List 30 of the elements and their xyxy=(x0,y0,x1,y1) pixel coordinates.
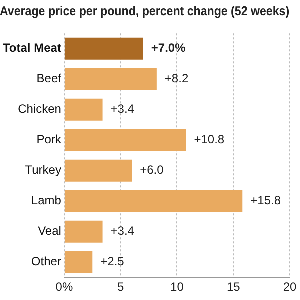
data-label: +6.0 xyxy=(140,163,164,178)
y-tick-label: Chicken xyxy=(18,102,62,116)
data-label: +3.4 xyxy=(110,102,135,116)
data-label: +2.5 xyxy=(100,254,125,269)
chart-title: Average price per pound, percent change (52 weeks) xyxy=(0,4,290,19)
y-tick-label: Lamb xyxy=(31,194,62,208)
data-label: +8.2 xyxy=(164,72,189,86)
x-tick-label: 0% xyxy=(56,280,74,294)
bar xyxy=(64,98,103,121)
bar xyxy=(64,129,186,152)
data-label: +3.4 xyxy=(110,224,135,238)
x-tick-label: 15 xyxy=(226,280,241,294)
x-tick-label: 10 xyxy=(170,280,184,294)
bar xyxy=(64,68,157,90)
bar xyxy=(64,251,93,274)
bar xyxy=(64,160,132,182)
y-tick-label: Turkey xyxy=(25,163,62,178)
x-tick-label: 5 xyxy=(117,280,124,294)
y-tick-label: Veal xyxy=(38,224,62,238)
data-label: +10.8 xyxy=(194,132,225,147)
x-tick-label: 20 xyxy=(283,280,297,294)
y-tick-label: Beef xyxy=(36,72,62,86)
data-label: +15.8 xyxy=(250,194,282,208)
y-tick-label: Total Meat xyxy=(2,41,62,56)
data-label: +7.0% xyxy=(151,41,186,56)
bar xyxy=(64,220,103,243)
bar xyxy=(64,38,144,60)
y-tick-label: Pork xyxy=(36,132,62,147)
bar xyxy=(64,190,243,212)
y-tick-label: Other xyxy=(31,254,62,269)
